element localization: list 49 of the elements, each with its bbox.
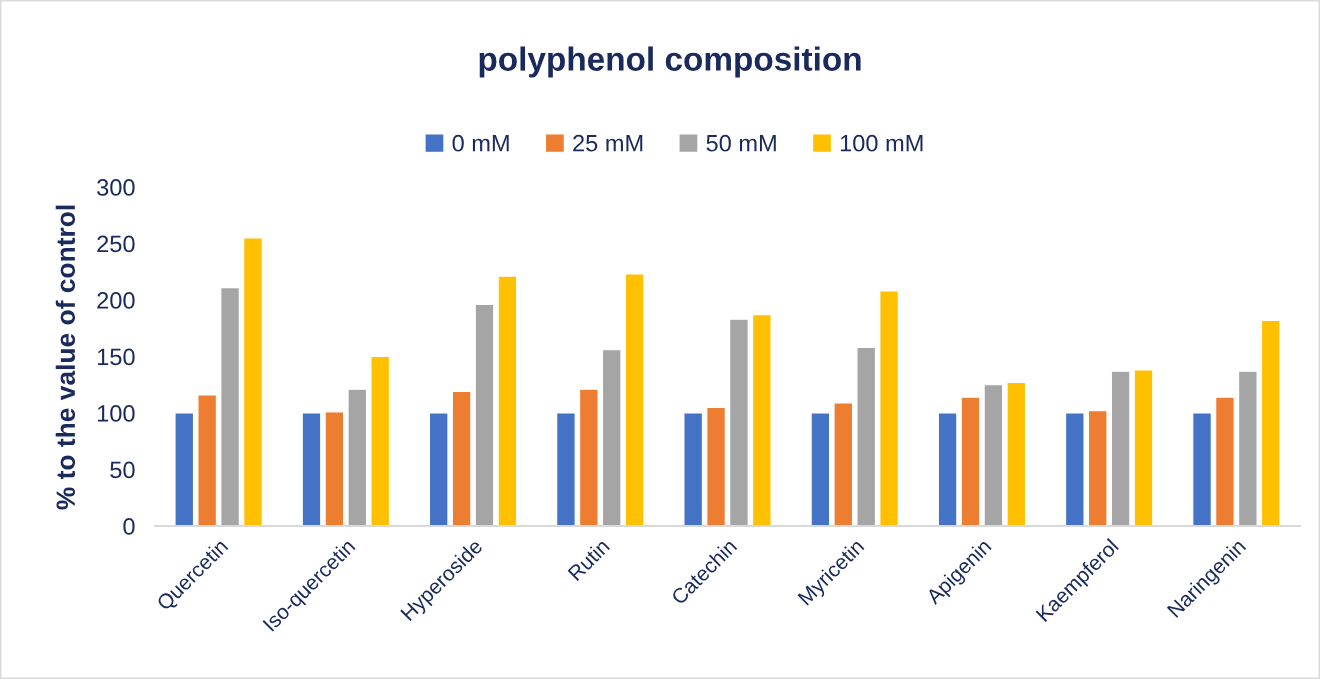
bar xyxy=(451,390,472,526)
bar xyxy=(197,394,217,526)
bar xyxy=(1260,319,1281,526)
bar xyxy=(324,411,345,526)
bar xyxy=(428,412,449,526)
y-tick-label: 0 xyxy=(123,518,135,535)
y-tick-label: 150 xyxy=(97,348,135,366)
bar xyxy=(1215,396,1235,526)
chart-title: polyphenol composition xyxy=(479,46,861,78)
bar xyxy=(1192,412,1212,526)
bar xyxy=(220,287,240,526)
y-axis-title: % to the value of control xyxy=(55,205,76,510)
y-tick-label: 200 xyxy=(97,292,135,309)
bar xyxy=(960,396,981,526)
bar xyxy=(347,388,368,526)
bar xyxy=(833,402,854,526)
legend-label: 100 mM xyxy=(840,134,923,152)
y-tick-label: 50 xyxy=(110,461,135,479)
y-tick-label: 300 xyxy=(97,179,135,196)
bar xyxy=(174,412,195,526)
y-tick-label: 250 xyxy=(97,235,135,253)
bar xyxy=(556,412,576,526)
bar xyxy=(729,318,749,526)
bar xyxy=(1110,370,1131,526)
bar xyxy=(1065,412,1085,526)
bar xyxy=(856,346,876,526)
bar xyxy=(624,273,645,526)
bar xyxy=(601,349,622,526)
bar xyxy=(301,412,322,526)
bar xyxy=(683,412,703,526)
bar xyxy=(706,406,726,526)
bar xyxy=(579,388,599,526)
bar xyxy=(474,303,495,526)
legend-label: 0 mM xyxy=(452,134,509,152)
bar xyxy=(497,275,518,526)
legend-label: 25 mM xyxy=(573,134,643,152)
bar xyxy=(752,314,772,526)
y-tick-label: 100 xyxy=(97,405,135,422)
bar xyxy=(1087,410,1108,526)
bar xyxy=(1238,370,1258,526)
legend-label: 50 mM xyxy=(706,134,776,152)
bar xyxy=(1006,381,1027,526)
bar xyxy=(937,412,958,526)
bar xyxy=(1133,369,1154,526)
bar xyxy=(243,237,263,526)
bar xyxy=(810,412,831,526)
bar xyxy=(879,290,899,526)
bar xyxy=(370,355,390,526)
bar xyxy=(983,384,1004,526)
